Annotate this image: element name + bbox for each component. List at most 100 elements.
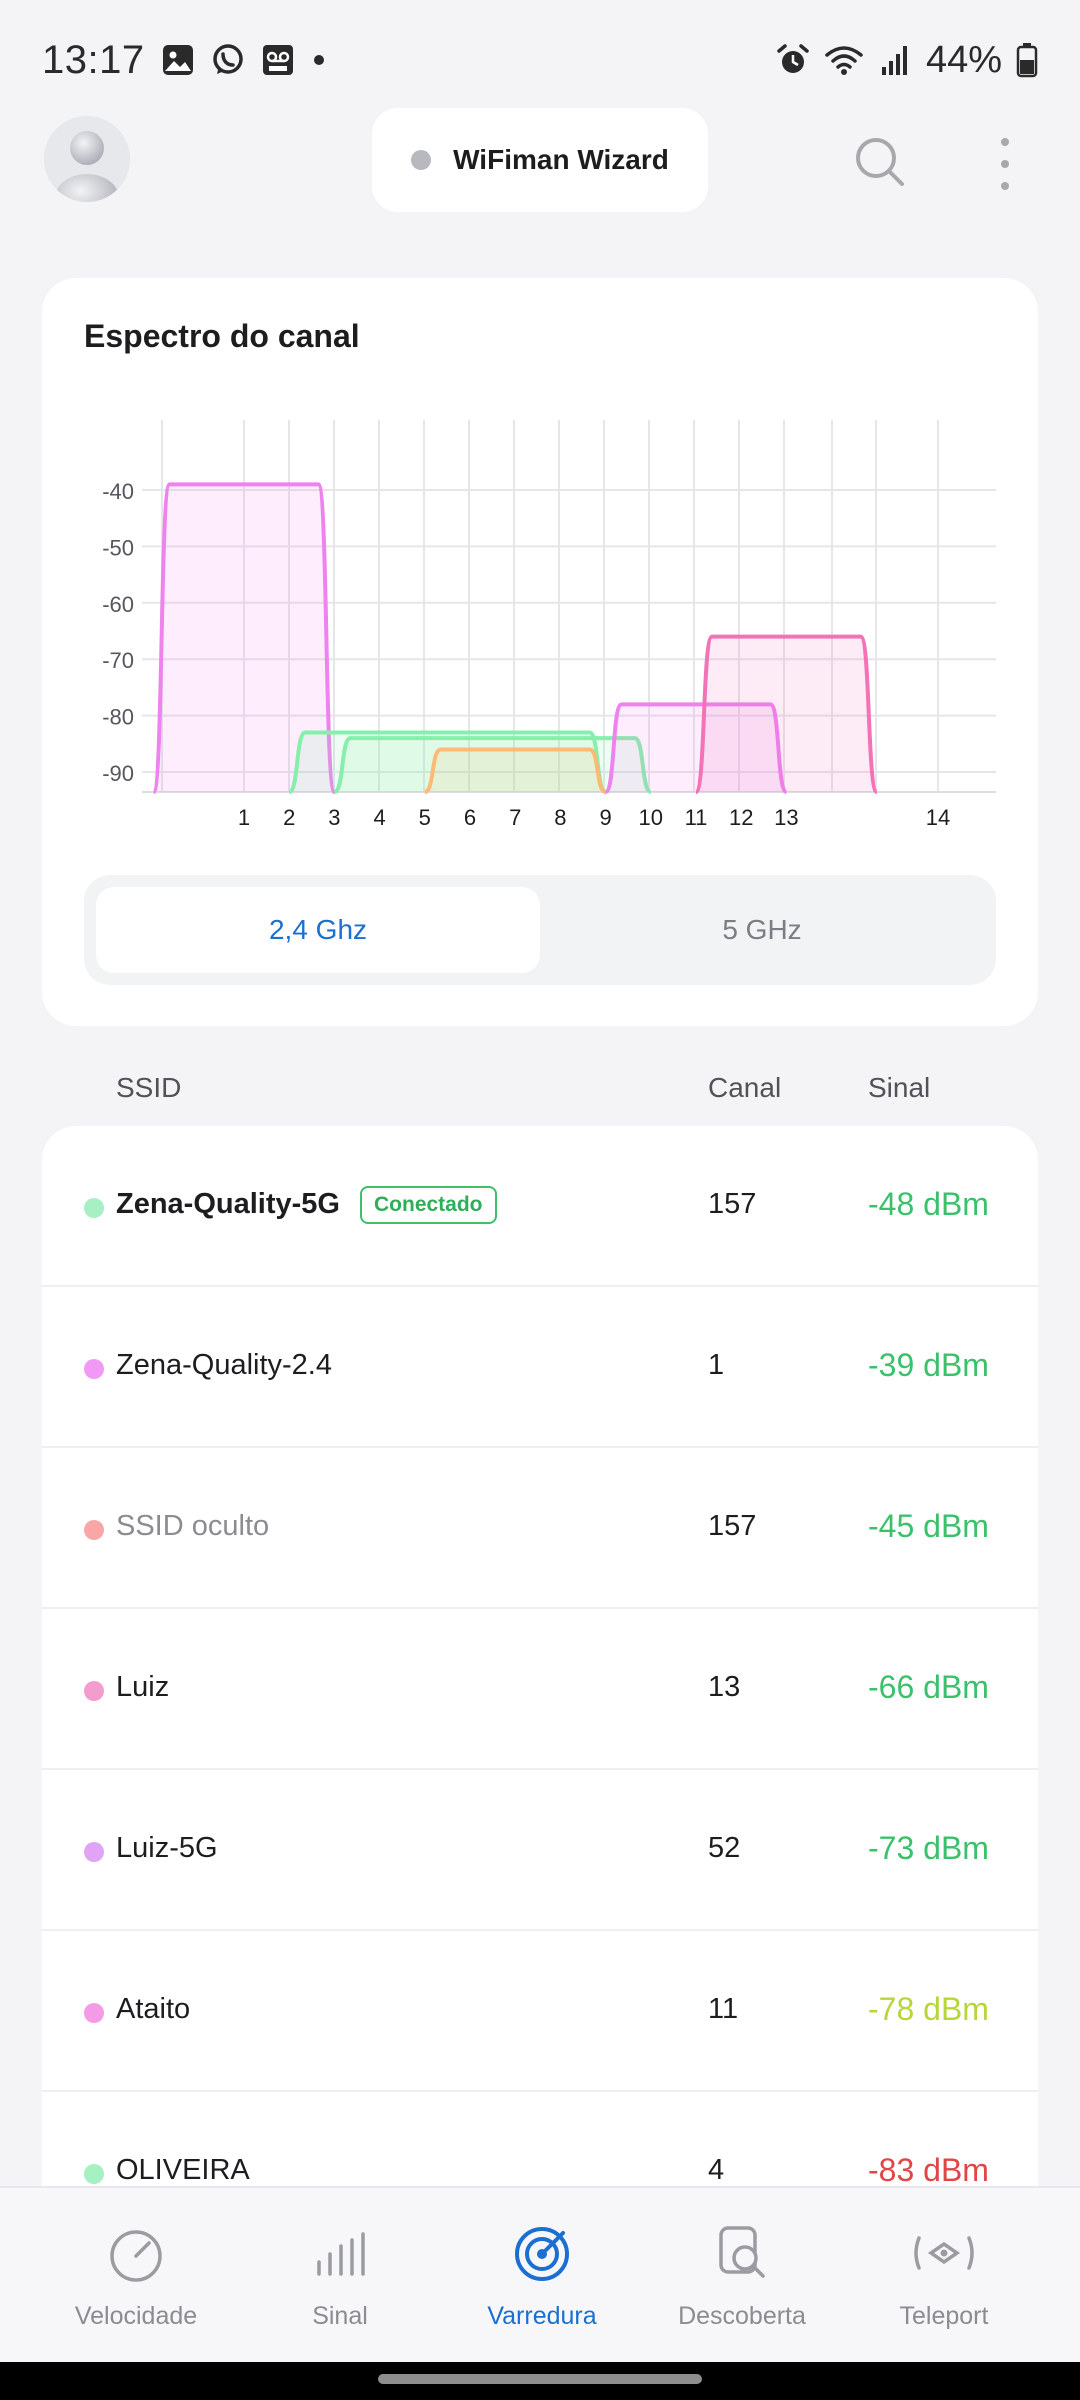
column-header-ssid[interactable]: SSID xyxy=(116,1072,182,1103)
network-color-dot xyxy=(84,1842,104,1862)
network-signal: -83 dBm xyxy=(868,2152,989,2188)
x-axis-tick-label: 12 xyxy=(729,805,753,830)
search-icon[interactable] xyxy=(852,134,908,190)
spectrum-curve xyxy=(694,634,879,794)
network-signal: -73 dBm xyxy=(868,1830,989,1866)
gallery-notification-icon xyxy=(162,45,193,75)
spectrum-area xyxy=(153,484,335,792)
whatsapp-notification-icon xyxy=(212,44,243,74)
nav-label: Sinal xyxy=(312,2302,368,2330)
x-axis-tick-label: 3 xyxy=(328,805,340,830)
nav-tab-varredura[interactable]: Varredura xyxy=(442,2188,642,2364)
spectrum-area xyxy=(334,738,651,792)
home-gesture-handle[interactable] xyxy=(378,2374,702,2384)
cell-signal-icon xyxy=(881,46,907,75)
app-bar: WiFiman Wizard xyxy=(0,108,1080,218)
x-axis-tick-label: 14 xyxy=(926,805,950,830)
status-left: 13:17 xyxy=(42,38,327,83)
network-ssid: Luiz xyxy=(116,1671,170,1703)
y-axis-tick-label: -40 xyxy=(102,479,134,504)
network-row[interactable]: Zena-Quality-2.4 1 -39 dBm xyxy=(42,1287,1038,1448)
wizard-status-dot xyxy=(411,150,432,170)
band-toggle: 2,4 Ghz 5 GHz xyxy=(84,875,996,985)
spectrum-curve xyxy=(603,702,789,794)
spectrum-area xyxy=(696,636,877,792)
network-signal: -66 dBm xyxy=(868,1669,989,1705)
y-axis-tick-label: -60 xyxy=(102,592,134,617)
network-color-dot xyxy=(84,1359,104,1379)
bottom-navigation: Velocidade Sinal Varredura Descoberta xyxy=(0,2186,1080,2362)
network-signal: -78 dBm xyxy=(868,1991,989,2027)
teleport-icon xyxy=(914,2236,974,2270)
network-signal: -45 dBm xyxy=(868,1508,989,1544)
x-axis-tick-label: 5 xyxy=(419,805,431,830)
network-ssid: OLIVEIRA xyxy=(116,2154,250,2186)
y-axis-tick-label: -90 xyxy=(102,761,134,786)
network-row[interactable]: OLIVEIRA 4 -83 dBm xyxy=(42,2092,1038,2226)
network-channel: 1 xyxy=(708,1349,725,1381)
network-channel: 11 xyxy=(708,1993,739,2025)
nav-tab-velocidade[interactable]: Velocidade xyxy=(36,2188,236,2364)
network-channel: 157 xyxy=(708,1510,757,1542)
network-channel: 4 xyxy=(708,2154,725,2186)
alarm-icon xyxy=(777,44,809,73)
voicemail-notification-icon xyxy=(262,45,293,75)
signal-bars-icon xyxy=(317,2232,365,2276)
more-options-icon[interactable] xyxy=(990,134,1020,194)
y-axis-tick-label: -80 xyxy=(102,705,134,730)
spectrum-curve xyxy=(423,747,607,794)
network-color-dot xyxy=(84,2003,104,2023)
x-axis-tick-label: 1 xyxy=(238,805,250,830)
status-time: 13:17 xyxy=(42,37,145,82)
more-notifications-dot-icon xyxy=(313,55,324,65)
band-24ghz-tab[interactable]: 2,4 Ghz xyxy=(96,887,540,973)
battery-percentage: 44% xyxy=(925,38,1002,81)
network-row[interactable]: Luiz-5G 52 -73 dBm xyxy=(42,1770,1038,1931)
network-row[interactable]: SSID oculto 157 -45 dBm xyxy=(42,1448,1038,1609)
radar-icon xyxy=(515,2227,569,2281)
network-row[interactable]: Luiz 13 -66 dBm xyxy=(42,1609,1038,1770)
x-axis-tick-label: 4 xyxy=(373,805,385,830)
avatar[interactable] xyxy=(44,116,130,202)
nav-tab-descoberta[interactable]: Descoberta xyxy=(642,2188,842,2364)
nav-label: Descoberta xyxy=(678,2302,806,2330)
network-row[interactable]: Ataito 11 -78 dBm xyxy=(42,1931,1038,2092)
spectrum-title: Espectro do canal xyxy=(84,318,360,354)
speedometer-icon xyxy=(110,2230,162,2282)
network-ssid: Luiz-5G xyxy=(116,1832,218,1864)
wifi-icon xyxy=(825,46,863,75)
x-axis-tick-label: 7 xyxy=(509,805,521,830)
spectrum-area xyxy=(289,732,606,792)
nav-tab-teleport[interactable]: Teleport xyxy=(844,2188,1044,2364)
network-ssid: Zena-Quality-5G xyxy=(116,1188,340,1220)
network-color-dot xyxy=(84,1681,104,1701)
x-axis-tick-label: 9 xyxy=(599,805,611,830)
network-color-dot xyxy=(84,2164,104,2184)
status-right: 44% xyxy=(776,39,1038,82)
network-list-header: SSID Canal Sinal xyxy=(0,1058,1080,1118)
network-color-dot xyxy=(84,1520,104,1540)
network-channel: 13 xyxy=(708,1671,741,1703)
network-channel: 52 xyxy=(708,1832,741,1864)
network-color-dot xyxy=(84,1198,104,1218)
network-signal: -48 dBm xyxy=(868,1186,989,1222)
spectrum-curve xyxy=(333,736,652,794)
channel-spectrum-chart: -40-50-60-70-80-901 2 3 4 5 6 7 8 9 10 11 12 13 14 xyxy=(102,420,996,830)
channel-spectrum-card: Espectro do canal -40 -50 -60 -70 -80 -90 1 2 3 4… xyxy=(42,278,1038,1026)
wizard-label: WiFiman Wizard xyxy=(453,144,669,175)
nav-tab-sinal[interactable]: Sinal xyxy=(240,2188,440,2364)
battery-icon xyxy=(1016,43,1038,78)
band-5ghz-tab[interactable]: 5 GHz xyxy=(722,914,802,945)
column-header-signal[interactable]: Sinal xyxy=(868,1072,931,1103)
column-header-channel[interactable]: Canal xyxy=(708,1072,782,1103)
network-ssid: SSID oculto xyxy=(116,1510,270,1542)
x-axis-tick-label: 10 xyxy=(639,805,663,830)
network-row[interactable]: Zena-Quality-5G Conectado 157 -48 dBm xyxy=(42,1126,1038,1287)
spectrum-area xyxy=(605,704,787,792)
wifiman-wizard-button[interactable]: WiFiman Wizard xyxy=(372,108,708,212)
x-axis-tick-label: 13 xyxy=(774,805,798,830)
user-avatar-icon xyxy=(44,116,130,202)
nav-label: Varredura xyxy=(487,2302,597,2330)
spectrum-area xyxy=(424,749,606,792)
network-list: Zena-Quality-5G Conectado 157 -48 dBm Ze… xyxy=(42,1126,1038,2226)
